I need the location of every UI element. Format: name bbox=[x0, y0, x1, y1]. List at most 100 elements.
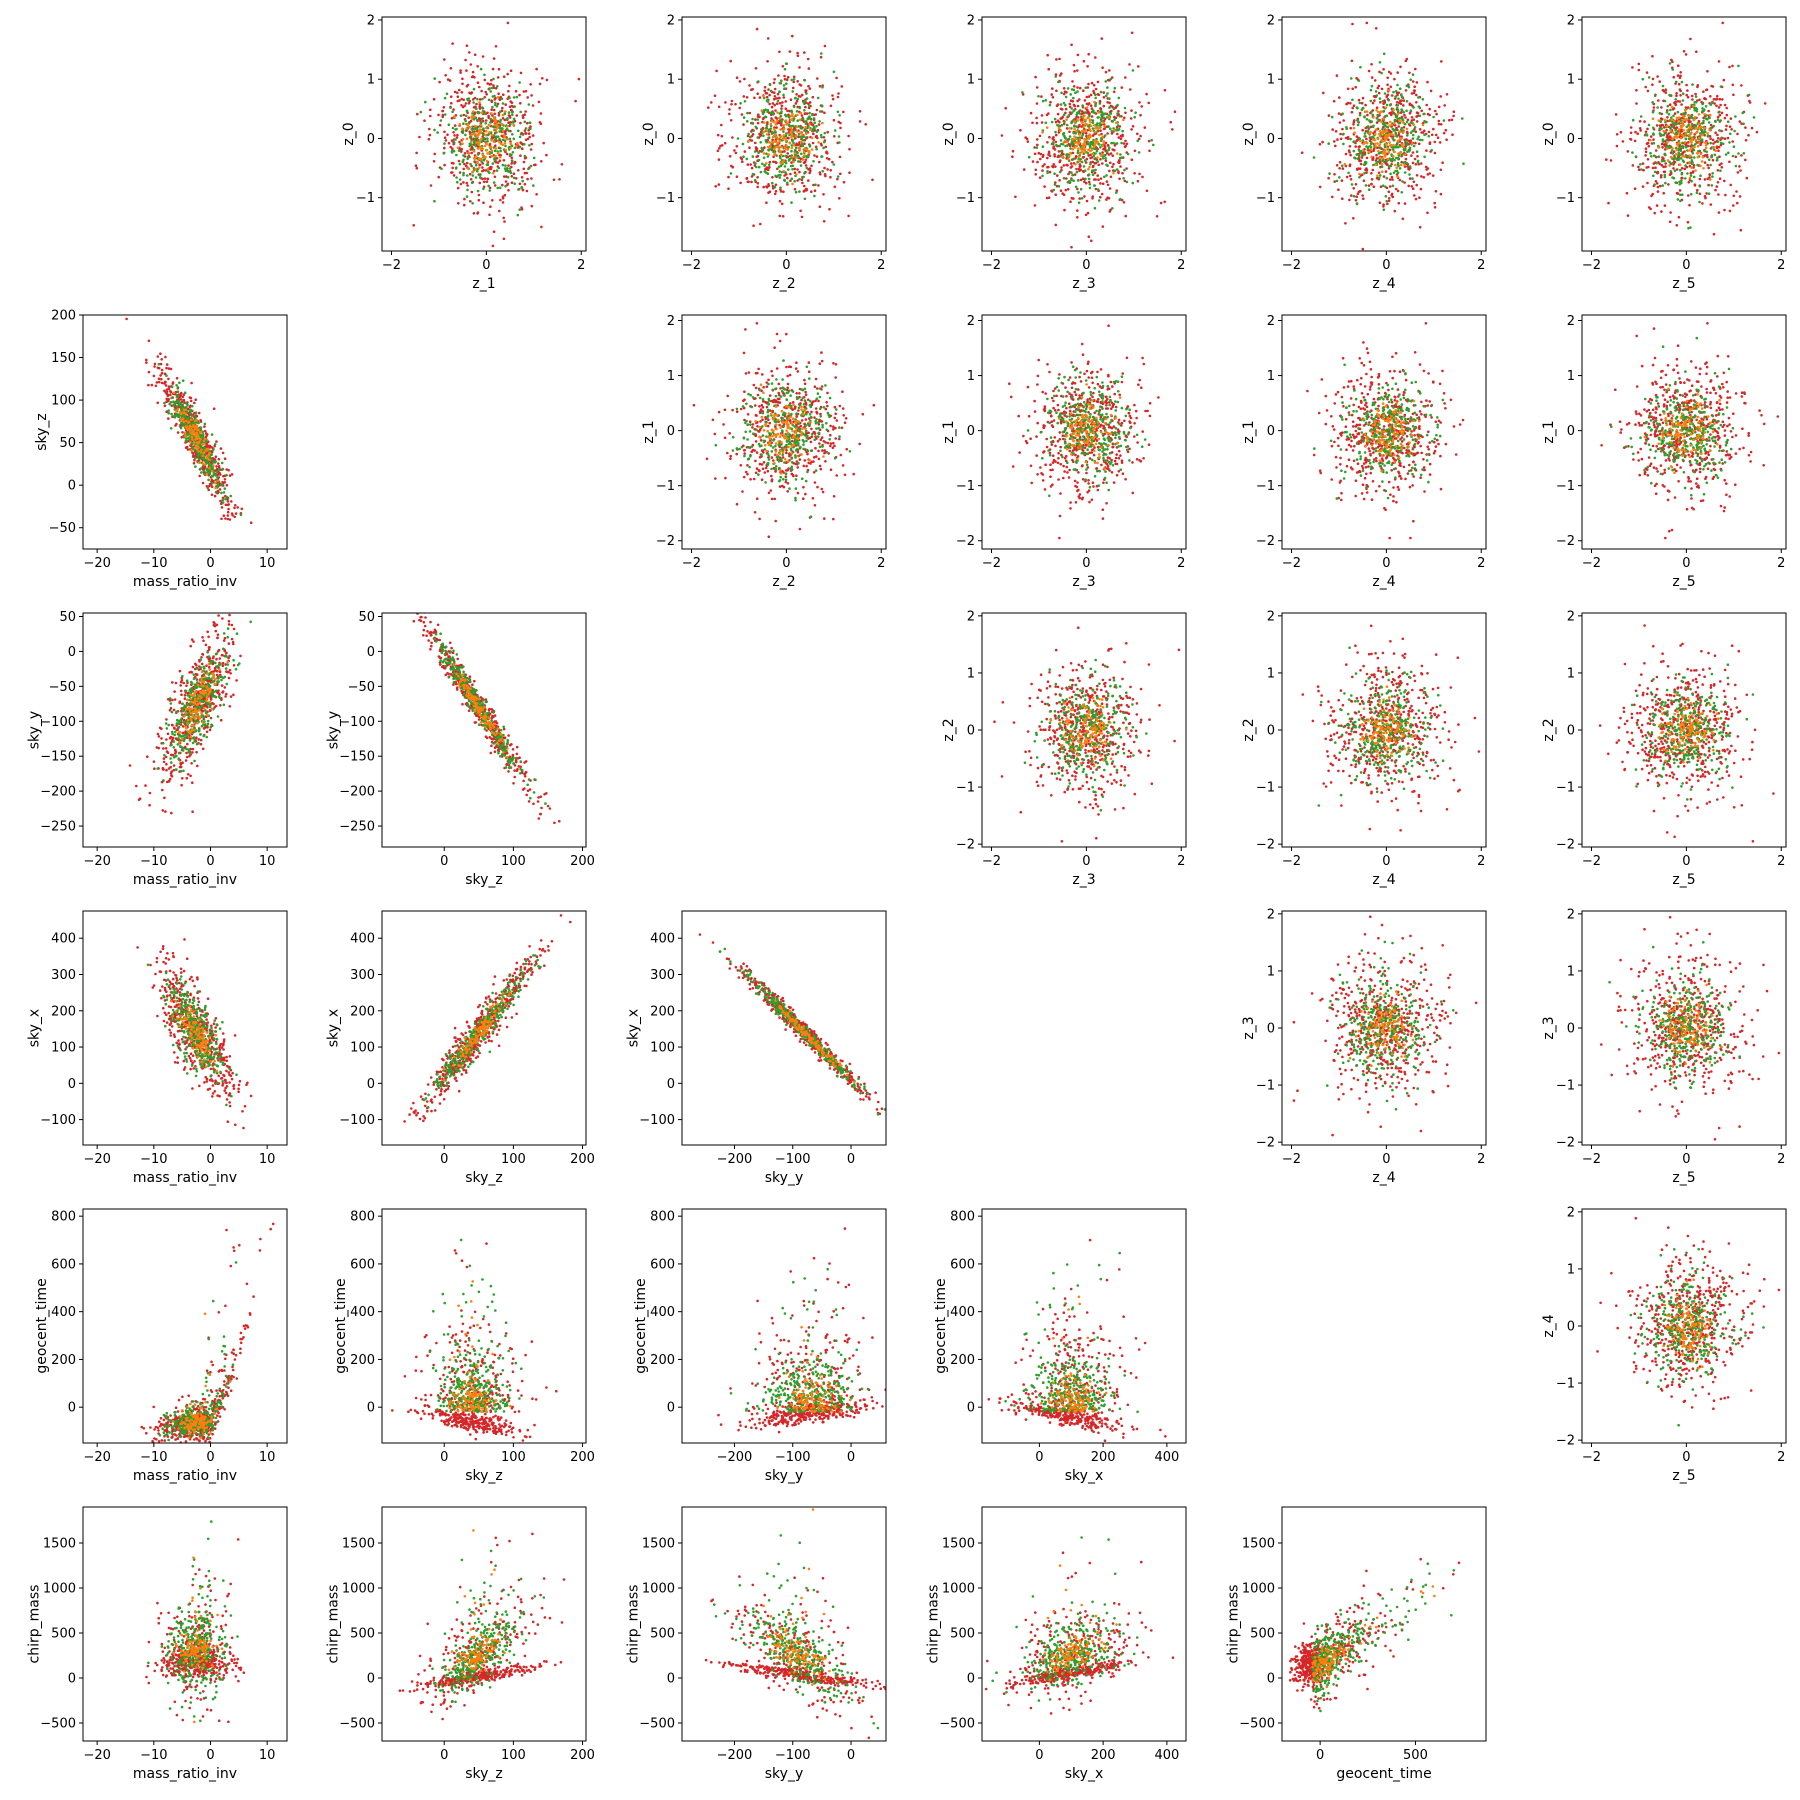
point-red bbox=[1432, 127, 1435, 131]
point-red bbox=[1412, 91, 1416, 95]
point-red bbox=[1100, 132, 1103, 136]
point-green bbox=[505, 167, 509, 170]
point-red bbox=[517, 169, 520, 172]
point-red bbox=[1379, 185, 1383, 188]
point-green bbox=[1107, 148, 1110, 151]
point-red bbox=[848, 147, 851, 151]
point-red bbox=[1130, 109, 1133, 112]
point-red bbox=[1740, 84, 1743, 87]
point-red bbox=[1720, 166, 1724, 169]
point-green bbox=[1057, 80, 1060, 84]
point-red bbox=[1426, 211, 1429, 215]
point-red bbox=[1354, 199, 1358, 202]
point-red bbox=[515, 177, 518, 180]
point-red bbox=[1411, 80, 1415, 83]
point-green bbox=[1685, 125, 1689, 129]
point-red bbox=[796, 168, 799, 171]
point-green bbox=[1066, 181, 1070, 184]
point-red bbox=[1362, 179, 1366, 182]
point-green bbox=[1093, 184, 1096, 187]
point-red bbox=[731, 136, 734, 139]
y-tick-label: 0 bbox=[1567, 132, 1575, 147]
point-green bbox=[1421, 138, 1424, 142]
point-green bbox=[1363, 171, 1366, 175]
point-red bbox=[490, 108, 494, 111]
point-red bbox=[1644, 147, 1648, 150]
point-green bbox=[1395, 169, 1399, 173]
point-red bbox=[723, 141, 727, 145]
point-green bbox=[1370, 84, 1374, 88]
point-red bbox=[1719, 103, 1722, 107]
point-orange bbox=[1392, 154, 1395, 158]
point-green bbox=[466, 157, 470, 161]
point-red bbox=[492, 57, 496, 60]
point-green bbox=[1358, 113, 1362, 117]
point-green bbox=[1072, 179, 1075, 182]
point-green bbox=[518, 135, 522, 139]
point-orange bbox=[1379, 110, 1383, 113]
point-red bbox=[1675, 168, 1679, 171]
point-red bbox=[819, 55, 823, 59]
point-red bbox=[485, 180, 489, 183]
point-orange bbox=[1083, 114, 1086, 118]
point-red bbox=[1081, 177, 1085, 180]
point-green bbox=[1707, 192, 1711, 195]
scatter-points bbox=[412, 21, 581, 248]
point-red bbox=[1714, 188, 1717, 192]
point-red bbox=[1732, 204, 1735, 207]
point-red bbox=[1678, 100, 1682, 103]
point-red bbox=[829, 104, 833, 108]
point-green bbox=[745, 157, 749, 161]
point-orange bbox=[1696, 155, 1700, 159]
point-orange bbox=[1077, 155, 1080, 159]
point-green bbox=[1364, 184, 1368, 187]
point-orange bbox=[1665, 141, 1669, 144]
point-red bbox=[1645, 166, 1648, 169]
point-red bbox=[220, 517, 223, 521]
point-green bbox=[1639, 115, 1643, 118]
point-orange bbox=[796, 130, 799, 133]
point-red bbox=[457, 159, 461, 163]
point-red bbox=[773, 78, 776, 81]
point-red bbox=[1040, 95, 1043, 98]
point-green bbox=[1079, 115, 1083, 119]
point-red bbox=[525, 189, 529, 193]
point-green bbox=[486, 170, 490, 173]
point-red bbox=[521, 188, 525, 192]
point-orange bbox=[1078, 152, 1082, 155]
point-green bbox=[1113, 169, 1117, 172]
point-red bbox=[1411, 151, 1415, 154]
point-orange bbox=[1093, 144, 1097, 147]
point-red bbox=[1706, 163, 1709, 167]
point-red bbox=[192, 452, 195, 455]
point-green bbox=[1082, 165, 1086, 168]
point-green bbox=[488, 87, 492, 90]
point-orange bbox=[765, 128, 768, 132]
point-orange bbox=[478, 157, 481, 161]
point-green bbox=[1094, 96, 1097, 100]
point-red bbox=[1656, 185, 1660, 189]
point-orange bbox=[1386, 157, 1390, 161]
point-green bbox=[809, 117, 812, 121]
point-orange bbox=[474, 124, 477, 128]
point-red bbox=[1087, 180, 1091, 184]
point-red bbox=[1368, 136, 1372, 139]
point-green bbox=[790, 109, 793, 113]
point-orange bbox=[1675, 148, 1679, 152]
point-red bbox=[1387, 167, 1391, 170]
point-red bbox=[490, 100, 494, 104]
point-green bbox=[1066, 87, 1070, 90]
point-green bbox=[1355, 202, 1359, 206]
point-red bbox=[1318, 142, 1322, 146]
point-orange bbox=[762, 130, 765, 134]
point-orange bbox=[479, 147, 483, 151]
point-orange bbox=[1405, 127, 1409, 131]
point-red bbox=[812, 183, 815, 187]
point-orange bbox=[1096, 140, 1099, 144]
point-red bbox=[750, 166, 754, 170]
point-red bbox=[1354, 145, 1357, 148]
point-green bbox=[1653, 183, 1656, 186]
point-green bbox=[742, 155, 745, 158]
point-orange bbox=[1083, 140, 1086, 144]
point-green bbox=[1400, 191, 1404, 194]
